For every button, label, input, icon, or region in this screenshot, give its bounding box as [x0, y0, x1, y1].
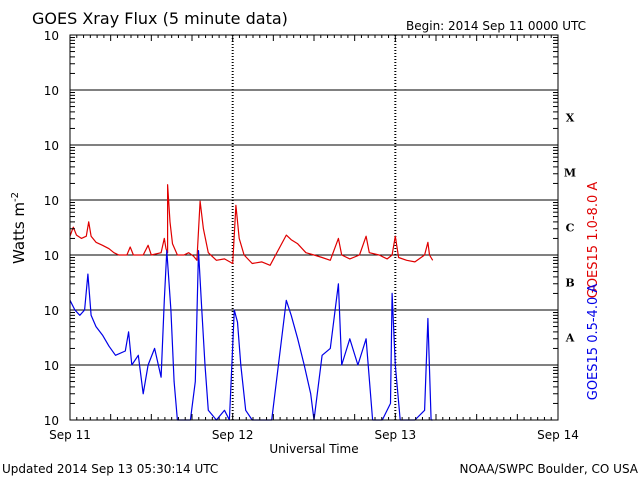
- x-tick-label: Sep 11: [49, 428, 91, 442]
- flare-class-label: A: [565, 332, 575, 345]
- flare-class-label: B: [565, 277, 574, 290]
- flare-class-label: M: [564, 167, 576, 180]
- y-tick-label: 10: [44, 359, 59, 373]
- x-axis-label: Universal Time: [269, 442, 358, 456]
- y-tick-label: 10: [44, 304, 59, 318]
- y-axis-label: Watts m: [10, 202, 28, 264]
- flare-class-label: C: [566, 222, 575, 235]
- y-tick-label: 10: [44, 29, 59, 43]
- footer-updated: Updated 2014 Sep 13 05:30:14 UTC: [2, 462, 218, 476]
- y-axis-label-exponent: -2: [10, 192, 21, 202]
- y-axis-label-group: Watts m-2: [10, 192, 28, 264]
- flare-class-labels: X M C B A: [564, 112, 576, 345]
- legend-series-long: GOES15 1.0-8.0 A: [586, 182, 601, 299]
- footer-credit: NOAA/SWPC Boulder, CO USA: [460, 462, 639, 476]
- series-line-long: [69, 184, 434, 266]
- y-axis-ticks: 10-910-810-710-610-510-410-310-2: [44, 29, 558, 428]
- y-tick-label: 10: [44, 414, 59, 428]
- y-tick-label: 10: [44, 84, 59, 98]
- series-line-short: [69, 250, 433, 421]
- plot-frame: [69, 34, 559, 421]
- svg-text:Watts m-2: Watts m-2: [10, 192, 28, 264]
- legend-series-short: GOES15 0.5-4.0 A: [586, 284, 601, 401]
- y-tick-label: 10: [44, 194, 59, 208]
- x-axis-ticks: Sep 11 Sep 12 Sep 13 Sep 14: [49, 35, 579, 442]
- flare-class-label: X: [566, 112, 575, 125]
- y-tick-label: 10: [44, 249, 59, 263]
- x-tick-label: Sep 13: [374, 428, 416, 442]
- series-lines: [69, 184, 434, 421]
- grid: [70, 34, 558, 421]
- x-tick-label: Sep 12: [212, 428, 254, 442]
- y-tick-label: 10: [44, 139, 59, 153]
- chart-title: GOES Xray Flux (5 minute data): [32, 9, 288, 28]
- begin-label: Begin: 2014 Sep 11 0000 UTC: [406, 19, 586, 33]
- x-tick-label: Sep 14: [537, 428, 579, 442]
